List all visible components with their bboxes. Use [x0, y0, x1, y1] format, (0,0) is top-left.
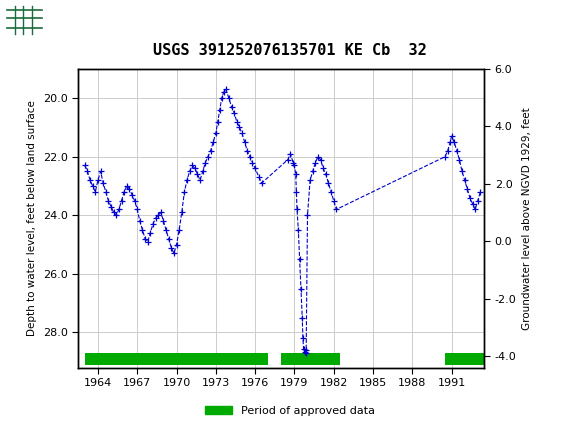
Text: USGS 391252076135701 KE Cb  32: USGS 391252076135701 KE Cb 32 — [153, 43, 427, 58]
Y-axis label: Groundwater level above NGVD 1929, feet: Groundwater level above NGVD 1929, feet — [522, 107, 532, 330]
Y-axis label: Depth to water level, feet below land surface: Depth to water level, feet below land su… — [27, 100, 38, 336]
Text: USGS: USGS — [49, 11, 104, 29]
FancyBboxPatch shape — [6, 5, 44, 35]
Legend: Period of approved data: Period of approved data — [200, 401, 380, 420]
